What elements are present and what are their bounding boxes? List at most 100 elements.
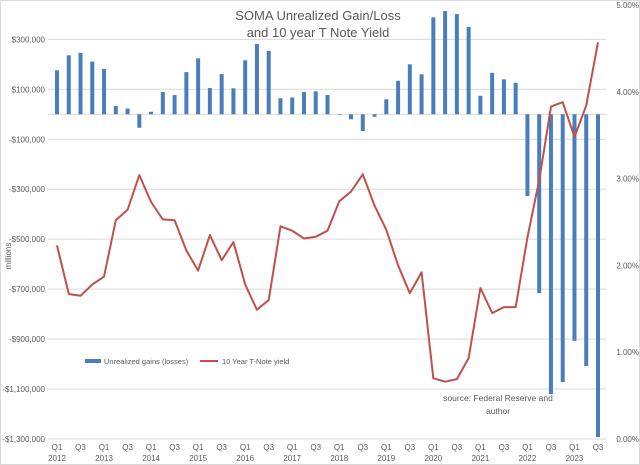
bar <box>572 114 577 341</box>
x-tick-label: Q3 <box>499 443 510 452</box>
x-tick-label: Q1 <box>569 443 580 452</box>
bar <box>207 88 212 115</box>
x-tick-label: Q3 <box>122 443 133 452</box>
left-tick-label: $300,000 <box>12 35 46 44</box>
right-tick-label: 4.00% <box>616 88 639 97</box>
x-tick-year-label: 2018 <box>330 454 348 463</box>
x-tick-year-label: 2021 <box>471 454 489 463</box>
legend-bar-label: Unrealized gains (losses) <box>104 357 189 366</box>
bar <box>196 58 201 115</box>
x-tick-label: Q1 <box>99 443 110 452</box>
x-tick-label: Q1 <box>381 443 392 452</box>
bar <box>525 114 530 196</box>
left-tick-label: -$300,000 <box>9 185 46 194</box>
x-tick-label: Q1 <box>146 443 157 452</box>
legend-bar-swatch <box>85 359 101 363</box>
left-tick-label: -$100,000 <box>9 135 46 144</box>
bar <box>548 114 553 395</box>
chart-title-line-2: and 10 year T Note Yield <box>247 25 390 40</box>
bar <box>560 114 565 383</box>
x-tick-label: Q1 <box>287 443 298 452</box>
bar <box>231 88 236 115</box>
y-axis-label: millions <box>4 243 13 270</box>
bar <box>419 74 424 115</box>
right-tick-label: 2.00% <box>616 261 639 270</box>
bar <box>266 50 271 115</box>
legend-line-label: 10 Year T-Note yield <box>222 357 289 366</box>
bar <box>313 91 318 115</box>
x-tick-label: Q1 <box>522 443 533 452</box>
bar <box>219 74 224 115</box>
bar <box>290 97 295 115</box>
bar <box>396 80 401 115</box>
source-annotation-line-1: source: Federal Reserve and <box>443 393 553 403</box>
x-tick-label: Q3 <box>75 443 86 452</box>
bar <box>125 108 130 115</box>
x-tick-label: Q3 <box>593 443 604 452</box>
yield-line <box>56 42 599 383</box>
bar <box>384 99 389 115</box>
x-tick-year-label: 2016 <box>236 454 254 463</box>
legend: Unrealized gains (losses) 10 Year T-Note… <box>85 357 289 366</box>
x-tick-label: Q1 <box>52 443 63 452</box>
bar <box>407 64 412 115</box>
left-axis: $300,000 $100,000 -$100,000 -$300,000 -$500,… <box>2 35 45 444</box>
bar <box>301 92 306 115</box>
x-tick-label: Q1 <box>428 443 439 452</box>
bar <box>184 72 189 115</box>
bar <box>55 70 59 115</box>
bar <box>431 17 436 115</box>
left-tick-label: -$900,000 <box>9 335 46 344</box>
bar <box>66 55 71 115</box>
x-tick-year-label: 2020 <box>424 454 442 463</box>
bar <box>172 95 177 115</box>
chart-title-line-1: SOMA Unrealized Gain/Loss <box>235 8 401 23</box>
bar <box>160 92 165 115</box>
bar <box>113 106 118 115</box>
x-tick-label: Q3 <box>546 443 557 452</box>
bar <box>372 114 377 117</box>
bar <box>325 95 330 115</box>
bar <box>490 72 495 115</box>
x-tick-year-label: 2015 <box>189 454 207 463</box>
bar <box>513 82 518 115</box>
x-tick-label: Q3 <box>216 443 227 452</box>
bar <box>78 52 83 115</box>
right-axis: 0.00% 1.00% 2.00% 3.00% 4.00% 5.00% <box>616 1 639 444</box>
bar <box>90 61 95 115</box>
x-tick-label: Q3 <box>310 443 321 452</box>
x-tick-label: Q1 <box>475 443 486 452</box>
x-tick-label: Q3 <box>169 443 180 452</box>
bar <box>454 14 459 115</box>
right-tick-label: 5.00% <box>616 1 639 10</box>
x-tick-label: Q3 <box>452 443 463 452</box>
bar <box>596 114 600 438</box>
left-tick-label: -$1,300,000 <box>2 435 45 444</box>
x-tick-year-label: 2022 <box>519 454 537 463</box>
x-tick-year-label: 2019 <box>377 454 395 463</box>
bar <box>360 114 365 132</box>
bar <box>149 111 154 115</box>
right-tick-label: 1.00% <box>616 348 639 357</box>
x-tick-year-label: 2023 <box>566 454 584 463</box>
source-annotation-line-2: author <box>486 406 510 416</box>
bar <box>584 114 589 367</box>
bar <box>243 60 248 115</box>
x-tick-label: Q1 <box>193 443 204 452</box>
x-tick-year-label: 2014 <box>142 454 160 463</box>
bar <box>102 69 107 115</box>
x-axis: Q1 2012 Q3 Q1 2013 Q3 Q1 2014 Q3 Q1 2015 Q3 Q1 2016 Q3… <box>48 443 604 463</box>
right-tick-label: 3.00% <box>616 175 639 184</box>
x-tick-label: Q3 <box>404 443 415 452</box>
bar <box>278 98 283 115</box>
right-tick-label: 0.00% <box>616 435 639 444</box>
x-tick-label: Q1 <box>240 443 251 452</box>
x-tick-year-label: 2012 <box>48 454 66 463</box>
bar <box>137 114 142 128</box>
bar <box>537 114 542 294</box>
bar <box>478 95 483 115</box>
bar <box>466 26 471 115</box>
x-tick-label: Q3 <box>357 443 368 452</box>
x-tick-year-label: 2017 <box>283 454 301 463</box>
